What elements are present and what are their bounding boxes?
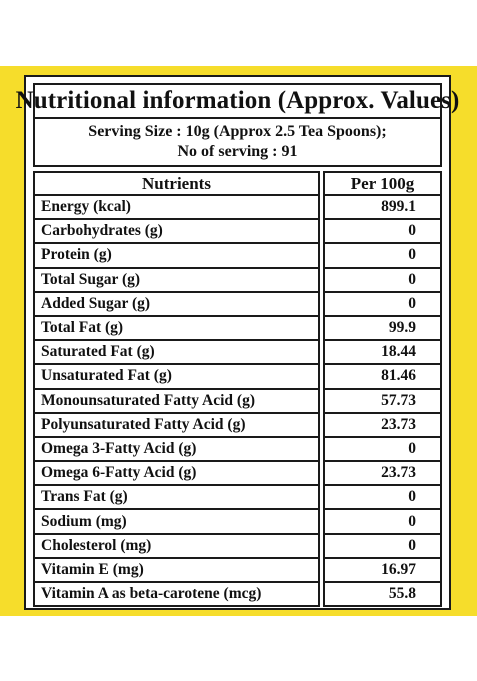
- nutrient-name: Unsaturated Fat (g): [33, 365, 320, 390]
- table-row: Sodium (mg) 0: [33, 510, 442, 535]
- nutrient-name: Total Sugar (g): [33, 268, 320, 293]
- table-row: Trans Fat (g) 0: [33, 486, 442, 511]
- nutrient-name: Vitamin E (mg): [33, 558, 320, 583]
- nutrient-value: 0: [323, 268, 442, 293]
- table-row: Monounsaturated Fatty Acid (g) 57.73: [33, 389, 442, 414]
- nutrient-value: 0: [323, 244, 442, 269]
- serving-size-text: Serving Size : 10g (Approx 2.5 Tea Spoon…: [88, 123, 387, 140]
- nutrient-name: Trans Fat (g): [33, 486, 320, 511]
- nutrient-value: 55.8: [323, 583, 442, 608]
- table-row: Cholesterol (mg) 0: [33, 534, 442, 559]
- nutrient-name: Carbohydrates (g): [33, 220, 320, 245]
- nutrient-value: 81.46: [323, 365, 442, 390]
- nutrient-name: Energy (kcal): [33, 196, 320, 221]
- label-title: Nutritional information (Approx. Values): [16, 83, 459, 119]
- nutrient-value: 23.73: [323, 413, 442, 438]
- table-row: Saturated Fat (g) 18.44: [33, 341, 442, 366]
- nutrient-name: Added Sugar (g): [33, 292, 320, 317]
- nutrient-value: 57.73: [323, 389, 442, 414]
- table-row: Total Sugar (g) 0: [33, 268, 442, 293]
- table-row: Polyunsaturated Fatty Acid (g) 23.73: [33, 413, 442, 438]
- nutrient-value: 0: [323, 534, 442, 559]
- nutrient-name: Vitamin A as beta-carotene (mcg): [33, 583, 320, 608]
- nutrient-value: 16.97: [323, 558, 442, 583]
- nutrient-name: Cholesterol (mg): [33, 534, 320, 559]
- nutrient-table: Energy (kcal) 899.1 Carbohydrates (g) 0 Prot…: [33, 196, 442, 608]
- nutrient-value: 0: [323, 486, 442, 511]
- nutrient-name: Total Fat (g): [33, 316, 320, 342]
- nutrient-value: 99.9: [323, 316, 442, 342]
- nutrient-name: Polyunsaturated Fatty Acid (g): [33, 413, 320, 438]
- nutrient-value: 0: [323, 292, 442, 317]
- table-row: Vitamin E (mg) 16.97: [33, 558, 442, 583]
- table-row: Protein (g) 0: [33, 244, 442, 269]
- table-row: Unsaturated Fat (g) 81.46: [33, 365, 442, 390]
- nutrient-name: Sodium (mg): [33, 510, 320, 535]
- nutrient-name: Omega 3-Fatty Acid (g): [33, 437, 320, 463]
- nutrient-name: Omega 6-Fatty Acid (g): [33, 462, 320, 487]
- table-row: Omega 6-Fatty Acid (g) 23.73: [33, 462, 442, 487]
- per-100g-column-header: Per 100g: [323, 171, 442, 196]
- table-row: Total Fat (g) 99.9: [33, 316, 442, 342]
- serving-info: Serving Size : 10g (Approx 2.5 Tea Spoon…: [33, 119, 442, 167]
- nutrient-value: 18.44: [323, 341, 442, 366]
- nutrition-label: Nutritional information (Approx. Values)…: [16, 75, 459, 610]
- nutrient-name: Saturated Fat (g): [33, 341, 320, 366]
- table-row: Omega 3-Fatty Acid (g) 0: [33, 437, 442, 463]
- nutrient-value: 0: [323, 220, 442, 245]
- nutrients-column-header: Nutrients: [33, 171, 320, 196]
- serving-count-text: No of serving : 91: [177, 143, 298, 160]
- nutrient-name: Monounsaturated Fatty Acid (g): [33, 389, 320, 414]
- table-row: Vitamin A as beta-carotene (mcg) 55.8: [33, 583, 442, 608]
- nutrient-name: Protein (g): [33, 244, 320, 269]
- table-row: Energy (kcal) 899.1: [33, 196, 442, 221]
- nutrient-value: 0: [323, 510, 442, 535]
- nutrient-value: 23.73: [323, 462, 442, 487]
- nutrient-value: 0: [323, 437, 442, 463]
- nutrient-value: 899.1: [323, 196, 442, 221]
- table-row: Added Sugar (g) 0: [33, 292, 442, 317]
- table-row: Carbohydrates (g) 0: [33, 220, 442, 245]
